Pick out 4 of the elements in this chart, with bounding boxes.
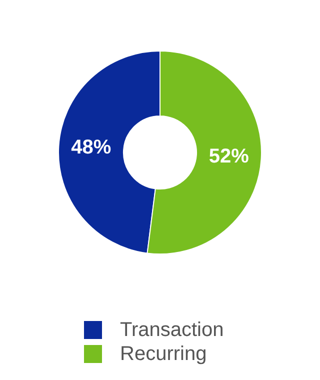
data-label: 52% [208, 145, 250, 168]
legend-label: Recurring [119, 342, 208, 366]
data-label: 48% [71, 136, 112, 159]
legend-label: Transaction [119, 318, 224, 342]
